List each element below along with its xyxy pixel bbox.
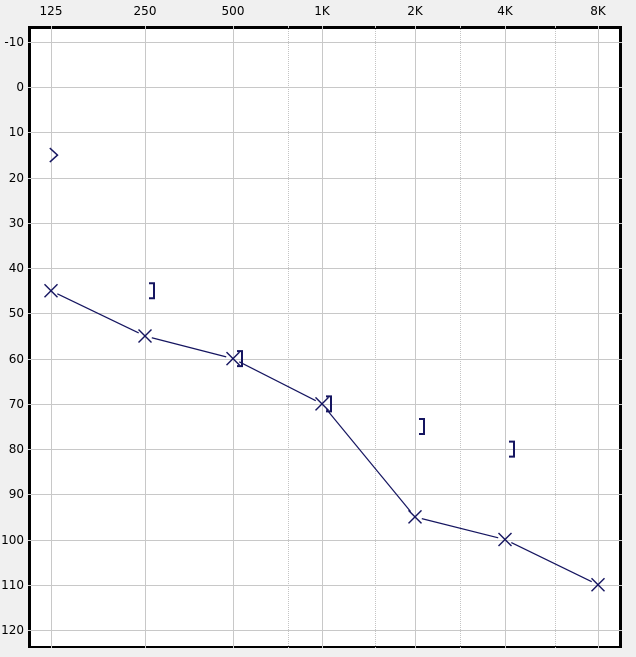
y-axis-tick-label: 0: [16, 80, 24, 95]
gridline-vertical-minor: [555, 26, 556, 648]
gridline-vertical: [322, 26, 323, 648]
y-axis-tick-label: 40: [8, 261, 24, 276]
gridline-vertical: [233, 26, 234, 648]
gridline-horizontal: [28, 403, 622, 405]
y-axis-tick-label: -10: [4, 35, 24, 49]
gridline-vertical-minor: [288, 26, 289, 648]
gridline-vertical: [51, 26, 52, 648]
y-axis-tick-label: 100: [1, 532, 24, 547]
x-axis-tick-label: 125: [39, 4, 63, 18]
y-axis-tick-label: 50: [8, 306, 24, 321]
gridline-horizontal: [28, 494, 622, 496]
y-axis-tick-label: 20: [8, 170, 24, 185]
y-axis-tick-label: 60: [8, 351, 24, 366]
gridline-horizontal: [28, 630, 622, 631]
gridline-horizontal: [28, 42, 622, 43]
x-axis-tick-label: 250: [133, 4, 157, 18]
gridline-horizontal: [28, 584, 622, 586]
gridline-vertical: [505, 26, 506, 648]
y-axis-tick-label: 80: [8, 442, 24, 457]
x-axis-tick-label: 8K: [590, 4, 606, 18]
gridline-vertical: [598, 26, 599, 648]
gridline-horizontal: [28, 222, 622, 224]
y-axis-tick-label: 90: [8, 487, 24, 502]
gridline-horizontal: [28, 132, 622, 134]
y-axis-tick-label: 30: [8, 215, 24, 230]
y-axis-tick-label: 10: [8, 125, 24, 140]
gridline-horizontal: [28, 268, 622, 270]
gridline-horizontal: [28, 87, 622, 89]
y-axis-tick-label: 70: [8, 396, 24, 411]
y-axis-tick-label: 110: [1, 577, 24, 592]
gridline-horizontal: [28, 177, 622, 179]
x-axis-tick-label: 2K: [407, 4, 423, 18]
gridline-vertical: [145, 26, 146, 648]
plot-grid: [28, 26, 622, 648]
x-axis-tick-label: 1K: [314, 4, 330, 18]
gridline-vertical: [415, 26, 416, 648]
x-axis-tick-label: 4K: [497, 4, 513, 18]
gridline-horizontal: [28, 313, 622, 315]
gridline-horizontal: [28, 358, 622, 360]
gridline-horizontal: [28, 539, 622, 541]
gridline-vertical-minor: [375, 26, 376, 648]
gridline-horizontal: [28, 449, 622, 451]
gridline-vertical-minor: [460, 26, 461, 648]
y-axis-tick-label: 120: [1, 623, 24, 637]
x-axis-tick-label: 500: [221, 4, 245, 18]
